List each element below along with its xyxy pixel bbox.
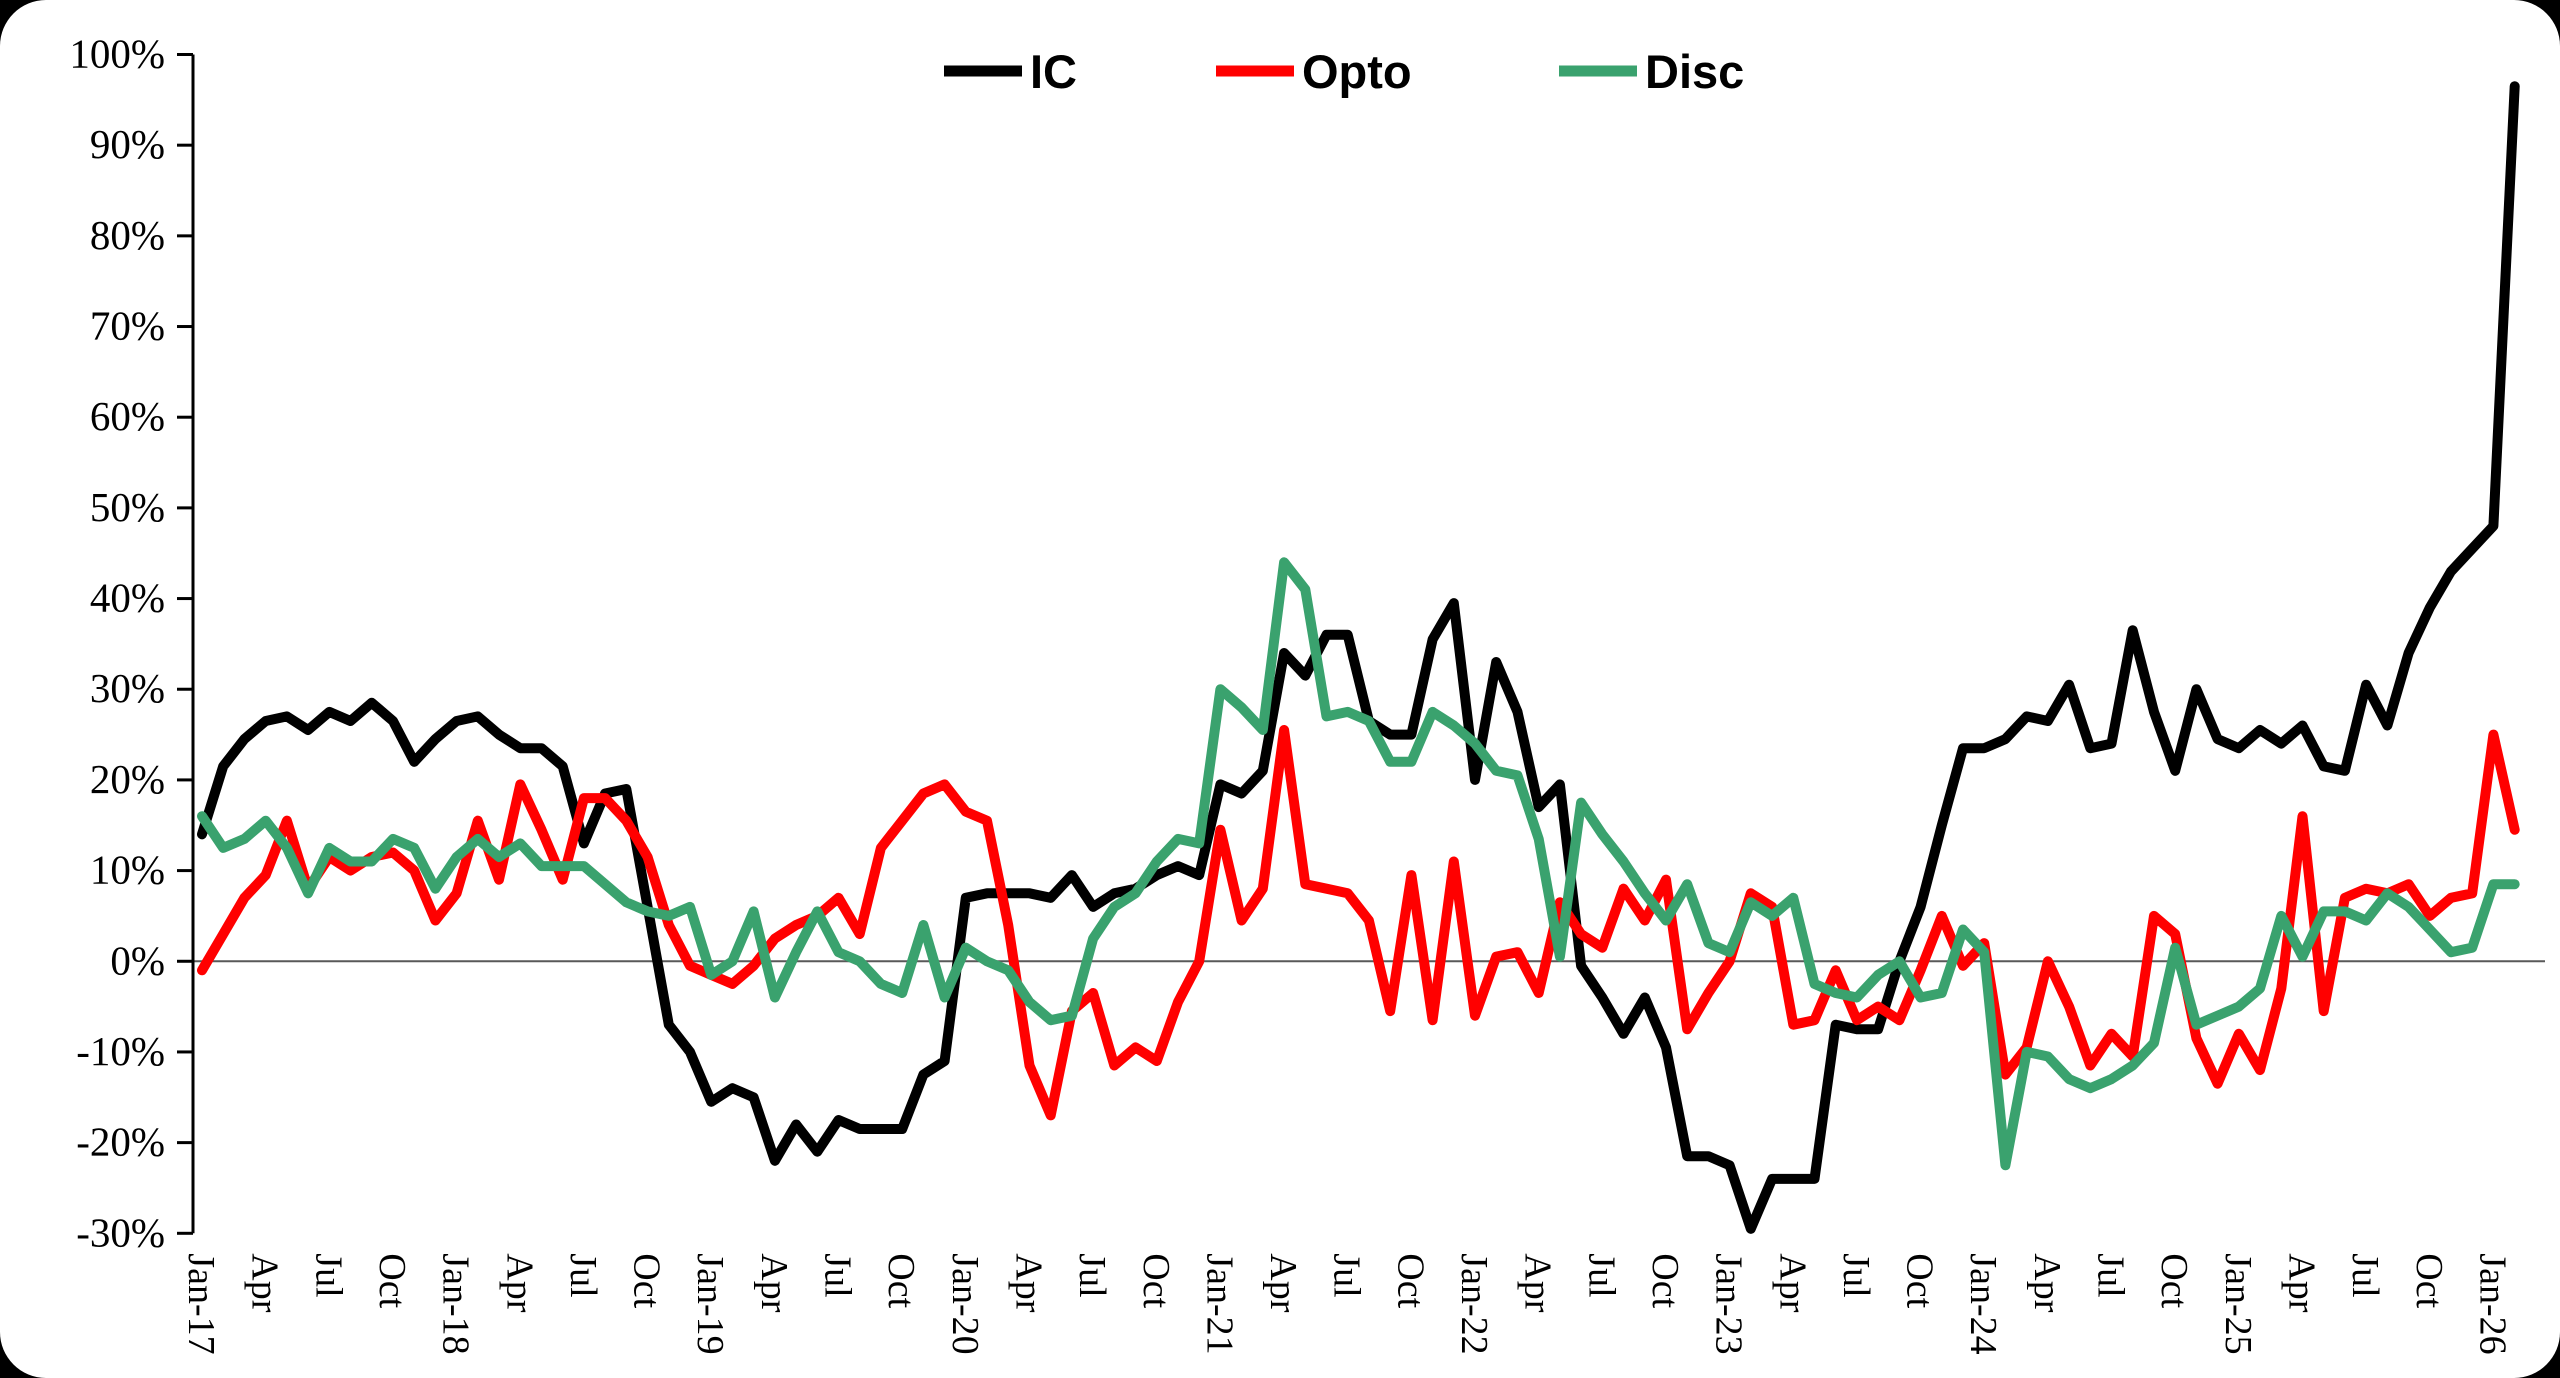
x-tick-label: Jan-21	[1198, 1253, 1240, 1354]
series-line-disc	[197, 557, 2520, 1171]
y-tick-label: 80%	[90, 212, 165, 258]
y-tick-label: 0%	[110, 937, 165, 983]
x-tick-label: Jul	[562, 1253, 604, 1297]
x-tick-label: Jan-24	[1962, 1253, 2004, 1354]
x-tick-label: Apr	[1262, 1253, 1304, 1312]
x-tick-label: Jan-18	[435, 1253, 477, 1354]
x-tick-label: Apr	[244, 1253, 286, 1312]
y-tick-label: 40%	[90, 575, 165, 621]
x-tick-label: Jul	[817, 1253, 859, 1297]
x-tick-label: Jan-23	[1708, 1253, 1750, 1354]
x-tick-label: Jan-19	[689, 1253, 731, 1354]
legend-label-opto: Opto	[1302, 45, 1412, 98]
y-tick-label: 100%	[69, 31, 165, 77]
x-tick-label: Jul	[2344, 1253, 2386, 1297]
x-tick-label: Apr	[753, 1253, 795, 1312]
x-tick-label: Jan-25	[2217, 1253, 2259, 1354]
x-tick-label: Oct	[1644, 1253, 1686, 1308]
x-tick-label: Oct	[1135, 1253, 1177, 1308]
y-tick-label: 60%	[90, 393, 165, 439]
x-tick-label: Jan-20	[944, 1253, 986, 1354]
x-tick-label: Apr	[498, 1253, 540, 1312]
y-tick-label: -10%	[76, 1028, 165, 1074]
legend-label-ic: IC	[1030, 45, 1077, 98]
x-tick-label: Jul	[1580, 1253, 1622, 1297]
x-tick-label: Apr	[1771, 1253, 1813, 1312]
x-tick-label: Apr	[2280, 1253, 2322, 1312]
y-tick-label: 50%	[90, 484, 165, 530]
y-tick-label: -30%	[76, 1209, 165, 1255]
x-tick-label: Oct	[880, 1253, 922, 1308]
y-tick-label: 70%	[90, 303, 165, 349]
x-tick-label: Oct	[2408, 1253, 2450, 1308]
x-tick-label: Oct	[371, 1253, 413, 1308]
x-tick-label: Apr	[1007, 1253, 1049, 1312]
y-tick-label: 10%	[90, 847, 165, 893]
x-tick-label: Oct	[1389, 1253, 1431, 1308]
x-tick-label: Jul	[1835, 1253, 1877, 1297]
x-tick-label: Oct	[2153, 1253, 2195, 1308]
x-tick-label: Jan-22	[1453, 1253, 1495, 1354]
x-tick-label: Jul	[1071, 1253, 1113, 1297]
y-tick-label: 30%	[90, 665, 165, 711]
x-tick-label: Oct	[1899, 1253, 1941, 1308]
series-line-opto	[197, 725, 2520, 1121]
x-tick-label: Oct	[626, 1253, 668, 1308]
y-tick-label: 90%	[90, 121, 165, 167]
y-tick-label: 20%	[90, 756, 165, 802]
y-tick-label: -20%	[76, 1119, 165, 1165]
x-tick-label: Jan-17	[180, 1253, 222, 1354]
x-tick-label: Jul	[2090, 1253, 2132, 1297]
x-tick-label: Apr	[2026, 1253, 2068, 1312]
series-line-ic	[197, 81, 2520, 1234]
legend-label-disc: Disc	[1645, 45, 1744, 98]
x-tick-label: Jul	[307, 1253, 349, 1297]
x-tick-label: Jan-26	[2471, 1253, 2513, 1354]
x-tick-label: Jul	[1326, 1253, 1368, 1297]
x-tick-label: Apr	[1517, 1253, 1559, 1312]
